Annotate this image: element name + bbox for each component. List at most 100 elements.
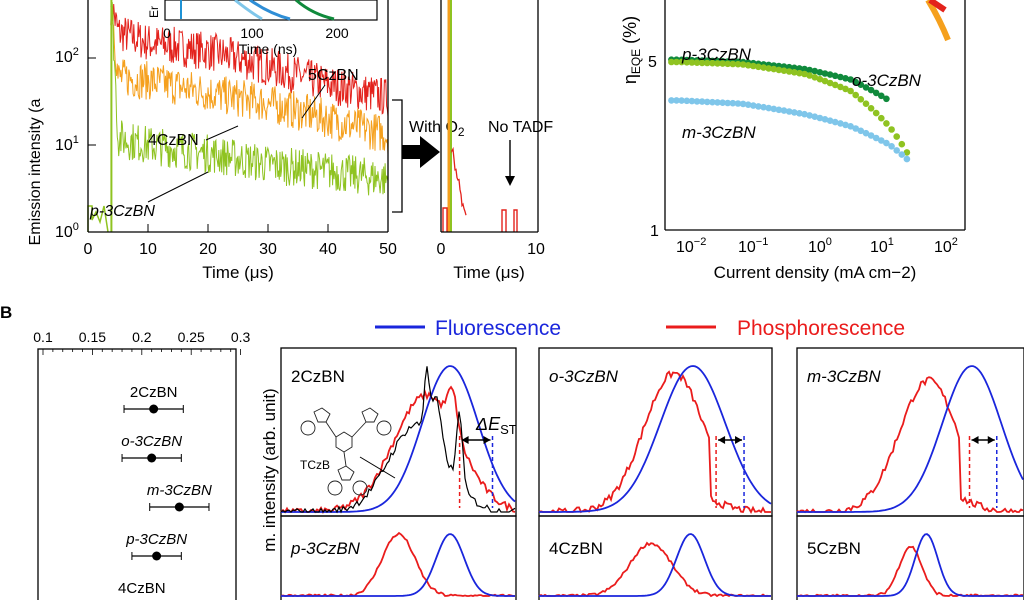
eqe-point xyxy=(729,60,737,68)
eqe-point xyxy=(765,65,772,72)
fluorescence-line xyxy=(281,365,516,513)
spectra-panels: 2CzBN o-3CzBN m-3CzBN p-3CzBN 4CzBN 5CzBN xyxy=(280,347,1024,600)
eqe-point xyxy=(688,97,696,105)
eqe-point xyxy=(780,67,788,74)
dest-scale: 0.1 0.15 0.2 0.25 0.3 2CzBN o-3CzBN m-3CzBN p-3… xyxy=(33,329,251,600)
eqe-point xyxy=(703,59,711,67)
eqe-point xyxy=(791,69,798,76)
eqe-point xyxy=(755,63,762,71)
eqe-point xyxy=(714,99,721,106)
eqe-point xyxy=(842,75,849,82)
eqe-point xyxy=(785,108,793,115)
decay-line xyxy=(110,1,389,117)
tczb-carbazole-ring xyxy=(376,420,392,436)
eqe-ytick-label: 5 xyxy=(648,54,657,71)
eqe-point xyxy=(775,106,783,114)
dest-points: 2CzBN o-3CzBN m-3CzBN p-3CzBN 4CzBN xyxy=(118,384,212,597)
o2-baseline xyxy=(442,207,518,232)
eqe-point xyxy=(765,104,772,112)
eqe-point xyxy=(842,121,849,129)
eqe-point xyxy=(709,59,716,67)
spectra-ylabel: m. intensity (arb. unit) xyxy=(260,388,279,551)
legend-phos-label: Phosphorescence xyxy=(737,317,905,340)
eqe-point xyxy=(785,68,793,75)
eqe-point xyxy=(872,109,880,117)
dest-point xyxy=(147,453,157,463)
eqe-ytick-label: 1 xyxy=(650,223,659,240)
dest-point xyxy=(149,404,159,414)
eqe-point xyxy=(903,155,911,163)
o2-decay-red xyxy=(451,146,467,216)
eqe-point xyxy=(703,98,711,106)
decay-ylabel: Emission intensity (a xyxy=(27,99,44,246)
eqe-point xyxy=(760,103,767,111)
spectrum-title: 2CzBN xyxy=(291,367,345,386)
eqe-point xyxy=(852,125,859,132)
eqe-label-o: o-3CzBN xyxy=(852,71,922,90)
eqe-point xyxy=(883,120,890,127)
eqe-point xyxy=(796,110,803,117)
dest-point-label: m-3CzBN xyxy=(147,482,212,499)
dest-tick-label: 0.3 xyxy=(231,329,251,345)
eqe-point xyxy=(673,97,680,104)
eqe-xlabel: Current density (mA cm−2) xyxy=(714,263,917,282)
eqe-point xyxy=(719,99,726,106)
decay-line xyxy=(110,3,389,155)
eqe-point xyxy=(801,70,808,78)
decay-ytick-label: 101 xyxy=(55,134,79,154)
eqe-point xyxy=(806,112,813,119)
eqe-point xyxy=(821,70,829,77)
decay-xtick-label: 30 xyxy=(259,241,277,258)
eqe-point xyxy=(698,98,706,105)
dest-point-label: o-3CzBN xyxy=(121,433,182,450)
eqe-point xyxy=(750,62,757,70)
leader-p3czbn xyxy=(147,171,209,203)
eqe-point xyxy=(826,117,834,124)
eqe-point xyxy=(668,97,675,104)
eqe-point xyxy=(826,71,834,78)
eqe-label-m: m-3CzBN xyxy=(682,123,756,142)
inset-xlabel: Time (ns) xyxy=(239,41,298,57)
eqe-xticks: 10−2 10−1 100 101 102 xyxy=(676,236,958,256)
eqe-point xyxy=(837,73,844,81)
eqe-point xyxy=(719,60,726,67)
eqe-point xyxy=(878,114,885,122)
eqe-point xyxy=(831,72,839,80)
eqe-point xyxy=(729,99,737,107)
decay-xtick-label: 0 xyxy=(84,241,93,258)
eqe-point xyxy=(826,79,834,87)
eqe-point xyxy=(683,59,691,66)
spectrum-title: m-3CzBN xyxy=(807,367,881,386)
eqe-point xyxy=(883,139,890,147)
tczb-carbazole xyxy=(361,407,379,423)
eqe-point xyxy=(837,120,844,127)
tczb-leader xyxy=(359,456,396,479)
eqe-point xyxy=(811,74,819,81)
eqe-point xyxy=(796,69,803,77)
decay-xtick-label: 10 xyxy=(139,241,157,258)
eqe-plot: ηEQE (%) 5 1 10−2 10−1 100 101 102 Curre… xyxy=(620,0,966,282)
panel-b-letter: B xyxy=(0,303,12,322)
fluorescence-line xyxy=(281,533,515,597)
eqe-point xyxy=(857,96,865,103)
tczb-carbazole-ring xyxy=(327,480,343,496)
eqe-point xyxy=(837,83,844,91)
tczb-spectrum xyxy=(280,366,516,514)
legend-fluor-label: Fluorescence xyxy=(435,317,561,340)
eqe-point xyxy=(724,60,731,68)
dest-point xyxy=(174,502,184,512)
decay-ytick-label: 100 xyxy=(55,221,79,241)
eqe-point xyxy=(806,72,813,79)
eqe-point xyxy=(878,92,885,100)
dest-tick-label: 0.1 xyxy=(33,329,53,345)
decay-baseline xyxy=(87,205,109,233)
tczb-bond xyxy=(351,421,367,438)
eqe-point xyxy=(750,102,757,109)
spectrum-title: o-3CzBN xyxy=(549,367,619,386)
eqe-point xyxy=(852,91,859,99)
eqe-top-curve xyxy=(928,0,947,13)
eqe-xtick-label: 101 xyxy=(870,236,894,256)
eqe-point xyxy=(668,58,675,66)
tczb-carbazole xyxy=(313,407,331,423)
eqe-xtick-label: 10−1 xyxy=(738,236,768,256)
